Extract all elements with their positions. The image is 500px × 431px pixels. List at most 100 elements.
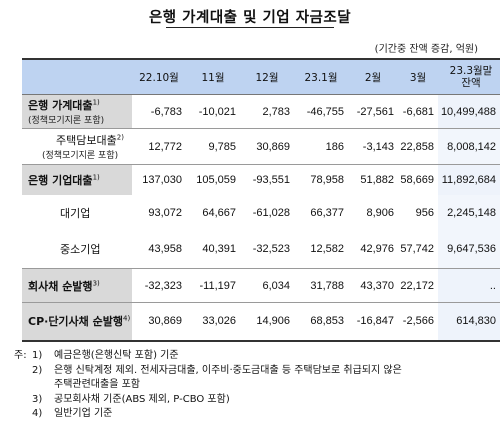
header-col-3: 12월 — [240, 58, 294, 95]
footnote-item: 주: 1) 예금은행(은행신탁 포함) 기준 — [14, 349, 494, 364]
table-cell: 22,858 — [398, 128, 438, 165]
table-cell: -6,783 — [132, 94, 186, 129]
table-cell-balance: 11,892,684 — [438, 164, 500, 195]
table-cell: 51,882 — [360, 173, 394, 186]
data-table: 22.10월 11월 12월 23.1월 2월 3월 23.3월말 잔액 은행 … — [22, 58, 500, 342]
footnote-number: 1) — [32, 350, 43, 361]
table-cell: -11,197 — [186, 268, 240, 303]
table-cell: 8,906 — [366, 206, 394, 219]
footnote-text: 공모회사채 기준(ABS 제외, P-CBO 포함) — [54, 393, 230, 405]
table-row: CP·단기사채 순발행4) 30,869 33,026 14,906 68,85… — [22, 302, 500, 342]
title-underline — [166, 27, 334, 28]
row-label: 은행 가계대출1) (정책모기지론 포함) — [22, 94, 132, 129]
table-cell: -32,323 — [132, 268, 186, 303]
row-footnote-mark: 4) — [122, 314, 131, 323]
table-cell: 956 — [415, 206, 434, 219]
table-cell: 2,783 — [240, 94, 294, 129]
table-cell: -93,551 — [252, 173, 290, 186]
row-label-sub: (정책모기지론 포함) — [28, 116, 105, 126]
row-label: 중소기업 — [22, 230, 132, 269]
footnote-continuation: 주택관련대출을 포함 — [54, 379, 140, 390]
table-cell: 64,667 — [202, 206, 236, 219]
row-footnote-mark: 1) — [92, 98, 100, 107]
table-cell: 58,669 — [400, 173, 434, 186]
header-col-5: 2월 — [348, 58, 398, 95]
header-col-6: 3월 — [398, 58, 438, 95]
row-label: 회사채 순발행3) — [22, 268, 132, 303]
table-cell: 33,026 — [186, 302, 240, 342]
table-header-row: 22.10월 11월 12월 23.1월 2월 3월 23.3월말 잔액 — [22, 58, 500, 95]
footnote-item: 4) 일반기업 기준 — [14, 407, 494, 422]
table-cell: 42,976 — [348, 230, 398, 269]
header-col-balance: 23.3월말 잔액 — [438, 58, 500, 95]
table-cell: 40,391 — [186, 230, 240, 269]
row-footnote-mark: 2) — [116, 133, 124, 142]
table-cell: 93,072 — [148, 206, 182, 219]
table-cell-balance: .. — [438, 268, 500, 303]
row-label-main: 회사채 순발행 — [28, 279, 93, 293]
row-label: 대기업 — [22, 195, 132, 231]
table-cell: 43,958 — [132, 230, 186, 269]
table-cell: 78,958 — [310, 173, 344, 186]
row-label-sub: (정책모기지론 포함) — [42, 151, 119, 161]
row-footnote-mark: 1) — [92, 173, 100, 182]
table-cell: 57,742 — [398, 230, 438, 269]
footnote-number: 3) — [32, 393, 43, 405]
table-cell: -6,681 — [398, 94, 438, 129]
table-cell: 186 — [294, 128, 348, 165]
footnotes: 주: 1) 예금은행(은행신탁 포함) 기준 2) 은행 신탁계정 제외. 전세… — [14, 349, 494, 422]
table-cell: 68,853 — [294, 302, 348, 342]
table-row: 회사채 순발행3) -32,323 -11,197 6,034 31,788 4… — [22, 268, 500, 303]
row-label-main: 은행 기업대출 — [28, 173, 93, 187]
table-cell: 12,582 — [294, 230, 348, 269]
table-cell: 43,370 — [348, 268, 398, 303]
footnote-prefix: 주: — [14, 350, 27, 361]
table-cell: 105,059 — [196, 173, 236, 186]
table-cell: 30,869 — [132, 302, 186, 342]
table-row: 중소기업 43,958 40,391 -32,523 12,582 42,976… — [22, 230, 500, 269]
row-label: 주택담보대출2) (정책모기지론 포함) — [22, 128, 132, 165]
row-label-main: 은행 가계대출 — [28, 99, 93, 112]
footnote-number: 2) — [32, 364, 43, 376]
table-cell-balance: 9,647,536 — [438, 230, 500, 269]
page-title: 은행 가계대출 및 기업 자금조달 — [148, 10, 352, 26]
table-cell: -2,566 — [398, 302, 438, 342]
unit-label: (기간중 잔액 증감, 억원) — [374, 44, 478, 55]
table-cell: -27,561 — [348, 94, 398, 129]
footnote-item: 2) 은행 신탁계정 제외. 전세자금대출, 이주비·중도금대출 등 주택담보로… — [14, 364, 494, 379]
row-footnote-mark: 3) — [92, 279, 100, 287]
table-cell: 22,172 — [398, 268, 438, 303]
header-balance-line2: 잔액 — [461, 77, 481, 89]
table-cell: 30,869 — [240, 128, 294, 165]
footnote-item: 3) 공모회사채 기준(ABS 제외, P-CBO 포함) — [14, 393, 494, 408]
table-cell: -3,143 — [348, 128, 398, 165]
header-corner — [22, 58, 132, 95]
footnote-text: 은행 신탁계정 제외. 전세자금대출, 이주비·중도금대출 등 주택담보로 취급… — [54, 364, 402, 376]
table-cell: -10,021 — [186, 94, 240, 129]
table-row: 주택담보대출2) (정책모기지론 포함) 12,772 9,785 30,869… — [22, 128, 500, 165]
table-cell: 14,906 — [240, 302, 294, 342]
table-cell: 137,030 — [142, 173, 182, 186]
table-cell: -46,755 — [294, 94, 348, 129]
table-cell: 31,788 — [294, 268, 348, 303]
table-cell: 9,785 — [186, 128, 240, 165]
row-label-main: 대기업 — [60, 206, 91, 220]
table-cell-balance: 614,830 — [438, 302, 500, 342]
header-col-2: 11월 — [186, 58, 240, 95]
header-balance-line1: 23.3월말 — [449, 65, 493, 77]
table-cell-balance: 2,245,148 — [438, 194, 500, 231]
table-cell-balance: 8,008,142 — [438, 128, 500, 165]
table-row: 은행 기업대출1) 137,030 105,059 -93,551 78,958… — [22, 164, 500, 195]
table-row: 대기업 93,072 64,667 -61,028 66,377 8,906 9… — [22, 194, 500, 231]
row-label: 은행 기업대출1) — [22, 164, 132, 195]
header-col-4: 23.1월 — [294, 58, 348, 95]
table-cell: -16,847 — [348, 302, 398, 342]
footnote-text: 일반기업 기준 — [54, 408, 113, 419]
row-label-main: 중소기업 — [60, 243, 101, 257]
table-cell-balance: 10,499,488 — [438, 94, 500, 129]
row-label-main: 주택담보대출 — [56, 134, 117, 147]
row-label: CP·단기사채 순발행4) — [22, 302, 132, 342]
table-cell: 66,377 — [310, 206, 344, 219]
table-row: 은행 가계대출1) (정책모기지론 포함) -6,783 -10,021 2,7… — [22, 94, 500, 129]
